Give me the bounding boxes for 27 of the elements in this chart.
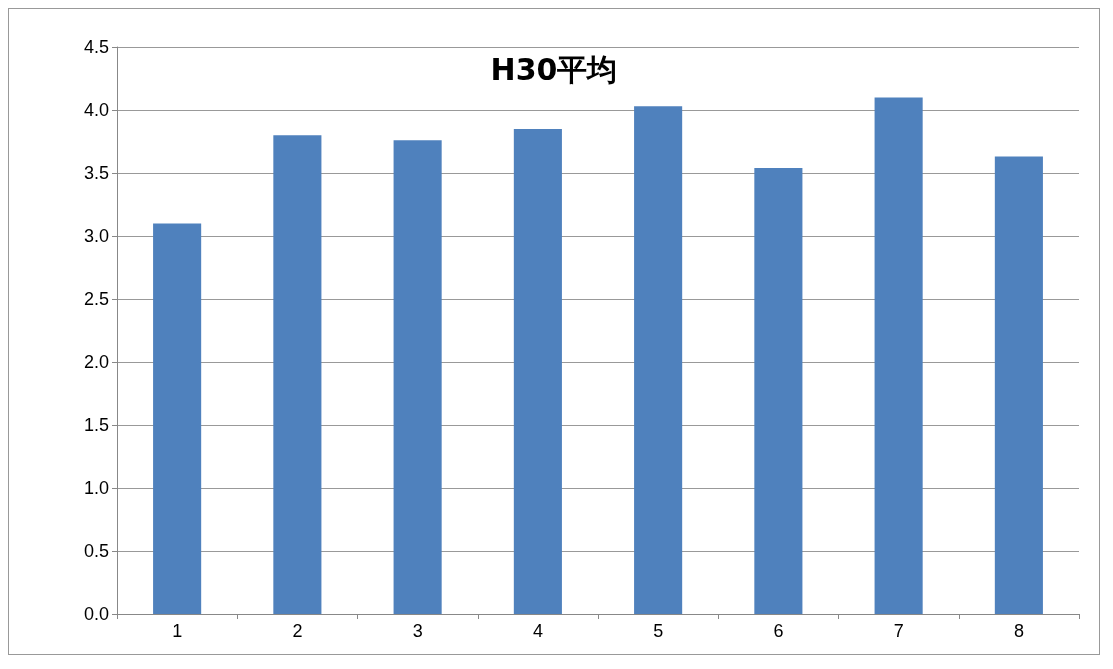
bar (874, 97, 923, 614)
y-tick-label: 3.0 (83, 226, 109, 246)
x-tick-label: 2 (292, 621, 303, 641)
y-tick-label: 4.0 (83, 100, 109, 120)
x-tick-label: 6 (773, 621, 784, 641)
bar (754, 167, 803, 614)
bar (393, 140, 442, 614)
x-tick-label: 5 (653, 621, 664, 641)
bar (994, 156, 1043, 614)
y-tick-label: 2.5 (83, 289, 109, 309)
x-tick-label: 1 (172, 621, 183, 641)
x-tick-label: 8 (1013, 621, 1024, 641)
x-tick-label: 4 (532, 621, 543, 641)
y-tick-label: 1.0 (83, 478, 109, 498)
y-tick-label: 0.0 (83, 604, 109, 624)
x-tick-label: 3 (412, 621, 423, 641)
chart-title: H30平均 (490, 51, 618, 87)
y-tick-label: 1.5 (83, 415, 109, 435)
y-tick-label: 2.0 (83, 352, 109, 372)
bar (153, 223, 202, 614)
x-tick-label: 7 (893, 621, 904, 641)
bar (513, 128, 562, 614)
y-tick-label: 3.5 (83, 163, 109, 183)
y-tick-label: 0.5 (83, 541, 109, 561)
bar (273, 135, 322, 614)
y-tick-label: 4.5 (83, 37, 109, 57)
bar (634, 106, 683, 614)
